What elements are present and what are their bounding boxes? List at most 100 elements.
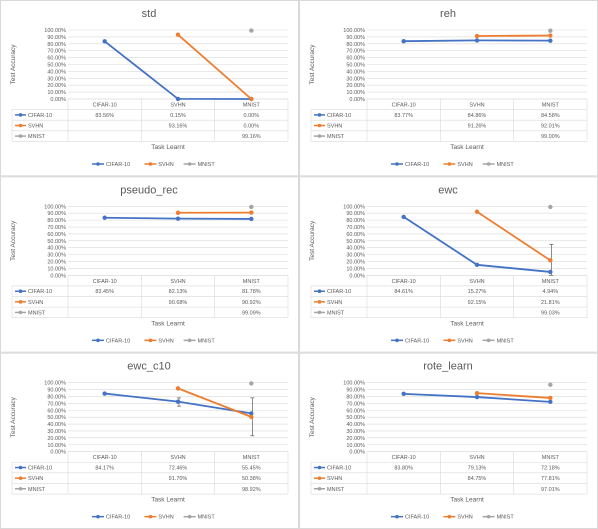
chart-panel-ewc_c10: ewc_c10 0.00%10.00%20.00%30.00%40.00%50.0… (0, 352, 299, 529)
data-point-mnist (548, 204, 553, 210)
y-tick-label: 40.00% (47, 246, 66, 252)
table-series-name: SVHN (28, 300, 43, 306)
data-label: 91.26% (468, 124, 487, 130)
y-tick-label: 90.00% (346, 211, 365, 217)
legend-key-marker (96, 162, 100, 166)
chart-border (299, 176, 598, 353)
data-point-svhn (548, 395, 553, 401)
data-point-cifar (474, 38, 480, 43)
data-label: 99.16% (242, 134, 261, 140)
data-label: 84.61% (394, 289, 413, 295)
chart-panel-reh: reh 0.00%10.00%20.00%30.00%40.00%50.00%60… (299, 0, 598, 177)
data-label: 83.45% (95, 289, 114, 295)
x-category-label: CIFAR-10 (392, 103, 416, 109)
y-tick-label: 0.00% (349, 97, 365, 103)
chart-panel-pseudo_rec: pseudo_rec 0.00%10.00%20.00%30.00%40.00%5… (0, 176, 299, 353)
table-series-name: CIFAR-10 (327, 289, 351, 295)
data-label: 91.70% (169, 476, 188, 482)
legend-key-marker (447, 514, 452, 519)
legend-label: CIFAR-10 (405, 162, 429, 168)
data-label: 97.01% (541, 487, 560, 493)
data-label: 84.86% (468, 113, 487, 119)
legend-label: SVHN (158, 162, 173, 168)
table-key-marker (317, 300, 322, 304)
data-point-cifar (175, 96, 181, 102)
y-tick-label: 90.00% (346, 35, 365, 41)
data-label: 84.58% (541, 113, 560, 119)
y-axis-label: Test Accuracy (309, 44, 316, 85)
chart-title: pseudo_rec (120, 184, 178, 196)
data-label: 21.81% (541, 300, 560, 306)
x-category-label: CIFAR-10 (93, 279, 117, 285)
legend-label: SVHN (158, 338, 173, 344)
legend-key-marker (447, 338, 452, 343)
y-tick-label: 70.00% (346, 49, 365, 55)
y-tick-label: 100.00% (343, 204, 365, 210)
y-tick-label: 50.00% (47, 415, 66, 421)
chart-title: reh (440, 8, 456, 20)
data-point-cifar (249, 411, 254, 416)
legend-label: CIFAR-10 (106, 162, 130, 168)
x-category-label: MNIST (243, 279, 261, 285)
data-label: 15.27% (468, 289, 487, 295)
y-tick-label: 60.00% (47, 232, 66, 238)
y-tick-label: 60.00% (47, 408, 66, 414)
x-axis-label: Task Learnt (450, 320, 484, 327)
table-key-marker (317, 113, 322, 117)
table-series-name: MNIST (28, 310, 46, 316)
x-axis-label: Task Learnt (151, 497, 185, 504)
legend-key-marker (395, 338, 399, 343)
table-key-marker (317, 310, 322, 315)
table-series-name: CIFAR-10 (327, 466, 351, 472)
y-tick-label: 0.00% (50, 97, 66, 103)
y-tick-label: 70.00% (346, 401, 365, 407)
data-label: 82.13% (169, 289, 188, 295)
y-tick-label: 90.00% (47, 35, 66, 41)
table-key-marker (18, 289, 23, 294)
legend-label: MNIST (198, 162, 216, 168)
table-series-name: MNIST (28, 487, 46, 493)
data-label: 72.46% (169, 466, 188, 472)
chart-border (0, 176, 299, 353)
series-line-svhn (476, 392, 551, 399)
legend-key-marker (148, 162, 153, 166)
data-point-cifar (474, 394, 480, 400)
data-point-cifar (175, 216, 181, 221)
y-tick-label: 10.00% (346, 266, 365, 272)
x-category-label: CIFAR-10 (392, 279, 416, 285)
table-key-marker (317, 486, 322, 491)
table-key-marker (317, 289, 322, 294)
chart-title: ewc_c10 (127, 361, 170, 373)
data-label: 99.03% (541, 310, 560, 316)
data-point-cifar (548, 269, 553, 275)
y-tick-label: 100.00% (44, 28, 66, 34)
y-tick-label: 0.00% (50, 450, 66, 456)
legend-key-marker (96, 338, 100, 343)
x-category-label: CIFAR-10 (93, 103, 117, 109)
series-line-svhn (177, 34, 252, 100)
y-tick-label: 90.00% (47, 388, 66, 394)
data-point-cifar (102, 391, 107, 396)
data-label: 83.77% (394, 113, 413, 119)
chart-panel-ewc: ewc 0.00%10.00%20.00%30.00%40.00%50.00%60… (299, 176, 598, 353)
y-tick-label: 70.00% (47, 49, 66, 55)
y-tick-label: 70.00% (346, 225, 365, 231)
data-label: 0.00% (244, 124, 260, 130)
table-series-name: CIFAR-10 (28, 113, 52, 119)
data-point-svhn (474, 33, 480, 39)
x-category-label: CIFAR-10 (93, 455, 117, 461)
legend-key-marker (187, 514, 192, 519)
data-point-mnist (249, 204, 254, 210)
data-point-svhn (249, 210, 254, 215)
legend-label: SVHN (457, 338, 472, 344)
data-label: 83.56% (95, 113, 114, 119)
table-series-name: SVHN (28, 124, 43, 130)
y-tick-label: 100.00% (343, 28, 365, 34)
data-label: 84.17% (95, 466, 114, 472)
chart-title: rote_learn (423, 361, 473, 373)
y-tick-label: 10.00% (47, 90, 66, 96)
x-category-label: MNIST (542, 455, 560, 461)
y-tick-label: 70.00% (47, 401, 66, 407)
legend-label: SVHN (158, 515, 173, 521)
data-label: 0.15% (170, 113, 186, 119)
